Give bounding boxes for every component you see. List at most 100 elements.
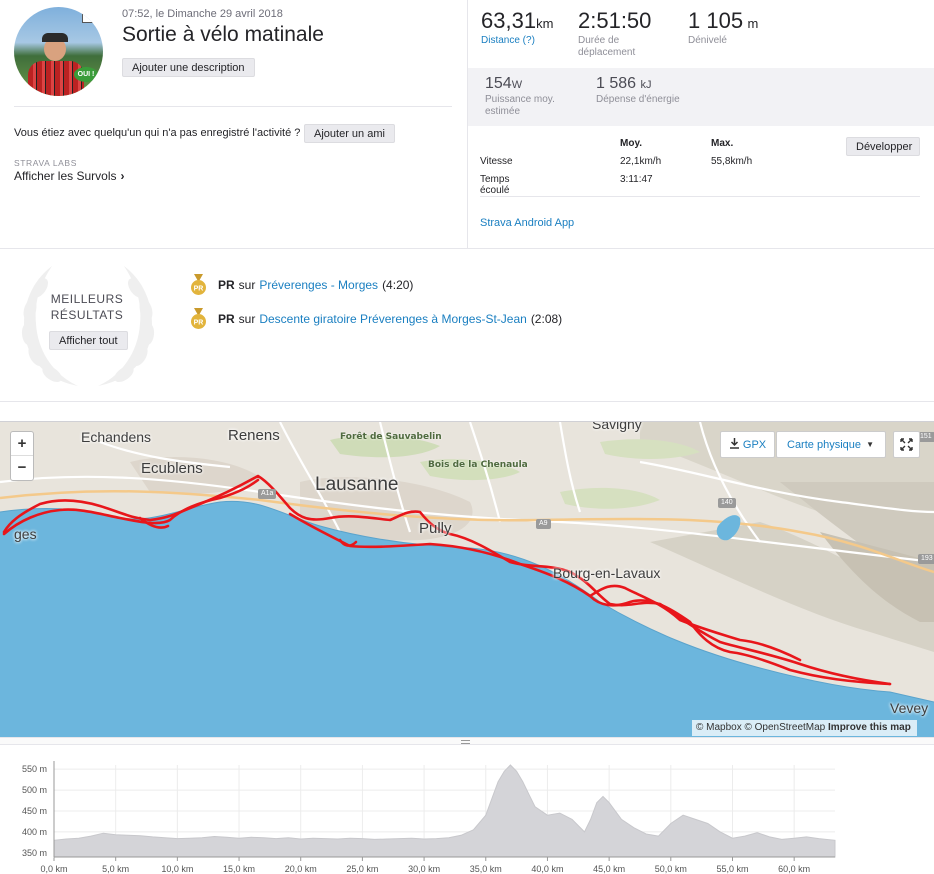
y-tick-label: 400 m <box>22 827 47 837</box>
athlete-avatar[interactable]: OUI ! <box>14 7 103 96</box>
flyby-label: Afficher les Survols <box>14 169 117 183</box>
pr-item: PR PR sur Descente giratoire Préverenges… <box>190 308 562 330</box>
avatar-shirt <box>28 61 84 96</box>
attribution-text[interactable]: © Mapbox © OpenStreetMap <box>696 722 826 733</box>
download-icon <box>729 438 739 449</box>
resize-handle[interactable] <box>0 737 934 745</box>
energy-unit: kJ <box>640 79 652 91</box>
pr-item: PR PR sur Préverenges - Morges (4:20) <box>190 274 413 296</box>
x-tick-label: 40,0 km <box>531 864 563 874</box>
row-elapsed-avg: 3:11:47 <box>620 174 653 185</box>
moving-time-label: Durée de déplacement <box>578 35 636 58</box>
x-tick-label: 25,0 km <box>346 864 378 874</box>
map-label-renens: Renens <box>228 427 280 444</box>
pr-medal-icon: PR <box>191 308 206 329</box>
map-label-vevey: Vevey <box>890 700 929 716</box>
best-results-section: MEILLEURS RÉSULTATS Afficher tout PR PR … <box>0 250 934 402</box>
pr-medal-text: PR <box>194 285 204 292</box>
map-attribution: © Mapbox © OpenStreetMap Improve this ma… <box>692 720 917 736</box>
device-link[interactable]: Strava Android App <box>480 217 575 229</box>
map-label-pully: Pully <box>419 520 452 537</box>
flyby-link[interactable]: Afficher les Survols › <box>14 169 125 183</box>
map-canvas <box>0 422 934 737</box>
elevation-label: Dénivelé <box>688 35 727 46</box>
avatar-cap <box>42 33 68 42</box>
y-tick-label: 500 m <box>22 785 47 795</box>
segment-link[interactable]: Descente giratoire Préverenges à Morges-… <box>259 312 527 326</box>
pr-time: (2:08) <box>530 312 563 326</box>
map-label-savigny: Savigny <box>592 421 642 432</box>
add-description-button[interactable]: Ajouter une description <box>122 58 255 77</box>
segment-link[interactable]: Préverenges - Morges <box>259 278 379 292</box>
chevron-right-icon: › <box>120 169 125 183</box>
divider <box>14 106 452 107</box>
map-label-bourg: Bourg-en-Lavaux <box>553 565 661 581</box>
row-speed-label: Vitesse <box>480 156 513 167</box>
pr-medal-text: PR <box>194 319 204 326</box>
elevation-value: 1 105 <box>688 8 744 33</box>
activity-header: OUI ! 07:52, le Dimanche 29 avril 2018 S… <box>0 0 934 249</box>
x-tick-label: 50,0 km <box>655 864 687 874</box>
stats-panel: 63,31km Distance (?) 2:51:50 Durée de dé… <box>467 0 934 249</box>
pr-prefix: sur <box>238 312 256 326</box>
zoom-out-button[interactable]: − <box>17 459 27 476</box>
y-tick-label: 550 m <box>22 764 47 774</box>
map-type-label: Carte physique <box>787 439 861 451</box>
zoom-in-button[interactable]: + <box>11 432 33 456</box>
row-speed-avg: 22,1km/h <box>620 156 662 167</box>
road-badge: 151 <box>917 432 934 442</box>
route-line <box>2 474 892 686</box>
zoom-control: + − <box>10 431 34 481</box>
x-tick-label: 45,0 km <box>593 864 625 874</box>
flag-icon <box>82 13 96 23</box>
best-results-title: MEILLEURS RÉSULTATS <box>30 291 144 323</box>
stat-moving-time: 2:51:50 Durée de déplacement <box>578 8 658 59</box>
map-type-dropdown[interactable]: Carte physique ▼ <box>776 431 886 458</box>
distance-label[interactable]: Distance (?) <box>481 35 535 46</box>
elevation-chart[interactable]: 550 m 500 m 450 m 400 m 350 m 0,0 km 5,0 km 10,… <box>0 746 934 874</box>
pr-prefix: sur <box>238 278 256 292</box>
moving-time-value: 2:51:50 <box>578 8 652 33</box>
gpx-label: GPX <box>742 439 767 451</box>
fullscreen-button[interactable] <box>893 431 920 458</box>
grip-icon <box>461 740 470 744</box>
distance-unit: km <box>536 16 554 31</box>
x-tick-label: 60,0 km <box>778 864 810 874</box>
divider <box>480 196 920 197</box>
pr-medal-icon: PR <box>191 274 206 295</box>
show-all-button[interactable]: Afficher tout <box>49 331 128 350</box>
map-label-lausanne: Lausanne <box>315 474 399 495</box>
y-tick-label: 350 m <box>22 848 47 858</box>
stat-elevation: 1 105 m Dénivelé <box>688 8 758 47</box>
col-max-header: Max. <box>711 138 734 149</box>
row-speed-max: 55,8km/h <box>711 156 753 167</box>
road-badge: A1a <box>258 489 277 499</box>
best-results-title-line2: RÉSULTATS <box>50 308 124 322</box>
x-tick-label: 5,0 km <box>102 864 129 874</box>
pr-time: (4:20) <box>382 278 414 292</box>
add-friend-button[interactable]: Ajouter un ami <box>304 124 395 143</box>
caret-down-icon: ▼ <box>866 440 874 449</box>
power-value: 154 <box>485 75 512 92</box>
expand-arrows-icon <box>900 438 913 451</box>
distance-value: 63,31 <box>481 8 537 33</box>
route-map[interactable]: Echandens Renens Savigny Ecublens Lausan… <box>0 421 934 737</box>
secondary-stats-band <box>468 68 934 126</box>
y-tick-label: 450 m <box>22 806 47 816</box>
row-elapsed-label: Temps écoulé <box>480 174 510 196</box>
power-label: Puissance moy. estimée <box>485 94 555 117</box>
improve-map-link[interactable]: Improve this map <box>828 722 911 733</box>
best-results-title-line1: MEILLEURS <box>50 292 124 306</box>
stat-power: 154W Puissance moy. estimée <box>485 75 565 118</box>
col-avg-header: Moy. <box>620 138 643 149</box>
map-label-ecublens: Ecublens <box>141 460 203 477</box>
energy-value: 1 586 <box>596 75 637 92</box>
gpx-download-button[interactable]: GPX <box>720 431 775 458</box>
expand-button[interactable]: Développer <box>846 137 920 156</box>
elevation-area <box>53 764 836 858</box>
elevation-chart-svg: 550 m 500 m 450 m 400 m 350 m 0,0 km 5,0 km 10,… <box>22 761 836 874</box>
strava-labs-label: STRAVA LABS <box>14 158 77 168</box>
road-badge: A9 <box>536 519 551 529</box>
pr-badge: PR <box>218 278 235 292</box>
road-badge: 140 <box>718 498 736 508</box>
